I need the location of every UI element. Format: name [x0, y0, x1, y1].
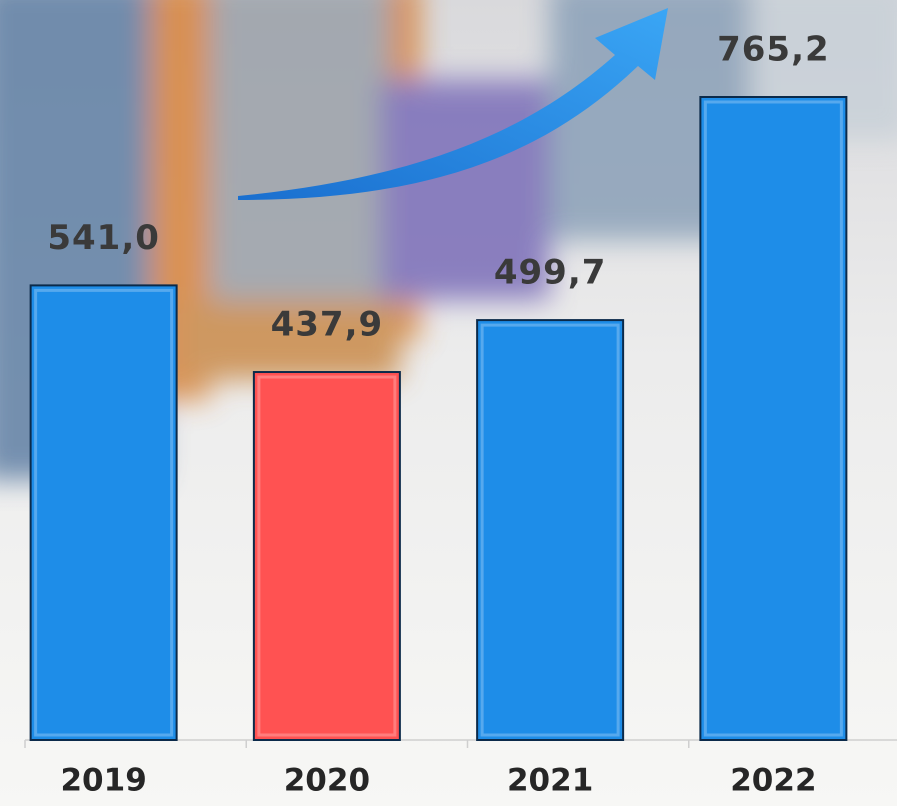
bar: [31, 285, 177, 740]
value-label: 541,0: [47, 218, 160, 258]
x-tick-label: 2019: [60, 763, 146, 799]
value-label: 765,2: [717, 30, 830, 70]
chart: 541,0 2019 437,9 2020 499,7 2021 765,2 2022: [0, 0, 897, 806]
x-tick-label: 2022: [730, 763, 816, 799]
value-label: 499,7: [494, 253, 607, 293]
value-label: 437,9: [271, 305, 384, 345]
bar: [477, 320, 623, 740]
bar: [700, 97, 846, 740]
bar: [254, 372, 400, 740]
x-tick-label: 2020: [284, 763, 370, 799]
x-tick-label: 2021: [507, 763, 593, 799]
